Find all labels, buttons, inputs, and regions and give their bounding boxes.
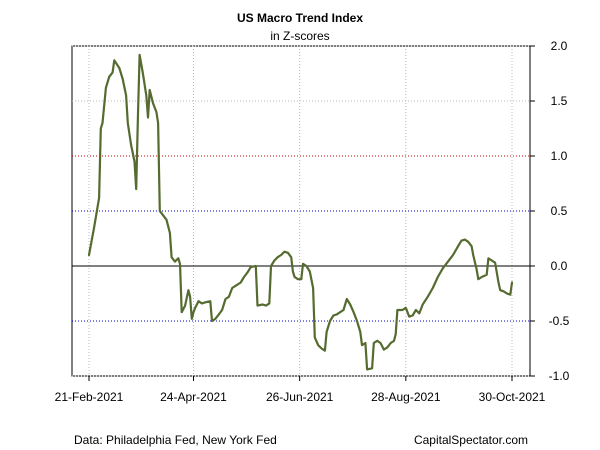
x-tick-label: 24-Apr-2021 (160, 390, 227, 404)
y-tick-label: 0.0 (551, 259, 568, 273)
chart-title: US Macro Trend Index (236, 11, 364, 25)
series-line (87, 53, 514, 371)
y-tick-label: -0.5 (549, 314, 570, 328)
y-tick-label: 1.0 (551, 149, 568, 163)
y-tick-label: 0.5 (551, 204, 568, 218)
x-tick-label: 21-Feb-2021 (55, 390, 124, 404)
y-tick-label: 1.5 (551, 94, 568, 108)
y-tick-label: -1.0 (549, 369, 570, 383)
y-tick-label: 2.0 (551, 39, 568, 53)
x-tick-label: 30-Oct-2021 (479, 390, 546, 404)
credit-note: CapitalSpectator.com (413, 433, 528, 447)
chart-subtitle: in Z-scores (270, 29, 330, 43)
x-tick-label: 26-Jun-2021 (266, 390, 334, 404)
x-tick-label: 28-Aug-2021 (371, 390, 441, 404)
data-source-note: Data: Philadelphia Fed, New York Fed (74, 433, 277, 447)
